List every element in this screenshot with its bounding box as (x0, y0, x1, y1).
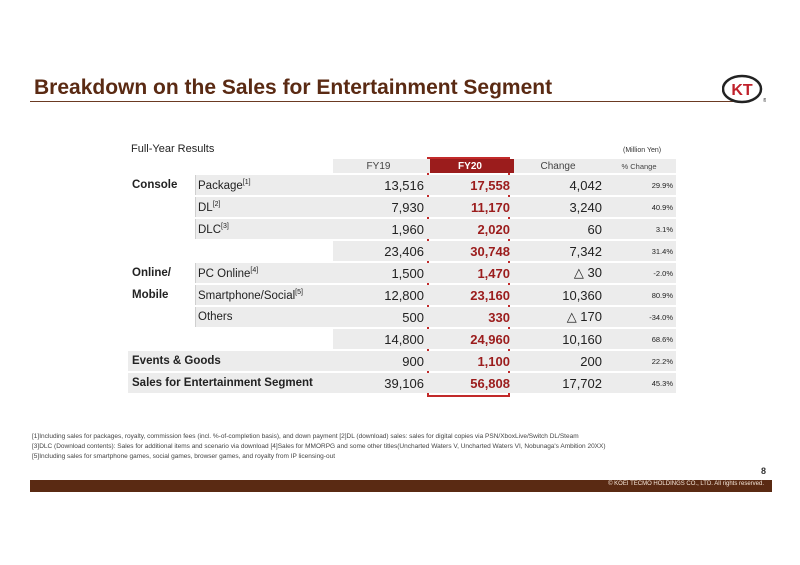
row-item: Others (195, 307, 333, 327)
value-fy19: 1,960 (333, 219, 430, 239)
unit-label: (Million Yen) (623, 147, 662, 154)
col-fy19: FY19 (333, 159, 430, 173)
table-row: Sales for Entertainment Segment 39,106 56,… (128, 373, 676, 393)
footer-bar: © KOEI TECMO HOLDINGS CO., LTD. All righ… (30, 480, 772, 492)
row-category (128, 307, 195, 327)
row-item (195, 241, 333, 261)
company-logo: KT ® (722, 74, 766, 104)
value-change: 10,360 (514, 285, 605, 305)
row-category: Online/ (132, 267, 171, 279)
row-category (128, 197, 195, 217)
title-underline (30, 101, 745, 102)
value-pct-change: 40.9% (605, 197, 676, 217)
value-change: 3,240 (514, 197, 605, 217)
value-fy20: 11,170 (430, 197, 514, 217)
value-change: 7,342 (514, 241, 605, 261)
table-row: Console Package[1] 13,516 17,558 4,042 29.9% (128, 175, 676, 195)
value-pct-change: 80.9% (605, 285, 676, 305)
col-change: Change (514, 159, 605, 173)
footnote-ref: [5] (295, 288, 303, 296)
value-fy19: 7,930 (333, 197, 430, 217)
value-fy20: 1,100 (430, 351, 514, 371)
value-fy20: 24,960 (430, 329, 514, 349)
footnote-ref: [2] (212, 200, 221, 208)
table-row: Events & Goods 900 1,100 200 22.2% (128, 351, 676, 371)
copyright: © KOEI TECMO HOLDINGS CO., LTD. All righ… (608, 481, 764, 487)
row-category (128, 329, 195, 349)
table-row: Online/PC Online[4] 1,500 1,470 △ 30 -2.0% (128, 263, 676, 283)
row-item: DLC[3] (195, 219, 333, 239)
sales-table: FY19 FY20 Change % Change Console Package… (128, 157, 676, 395)
row-category: Sales for Entertainment Segment (128, 373, 333, 393)
table-row: DLC[3] 1,960 2,020 60 3.1% (128, 219, 676, 239)
value-change: 4,042 (514, 175, 605, 195)
value-fy19: 900 (333, 351, 430, 371)
value-fy20: 17,558 (430, 175, 514, 195)
row-category (128, 241, 195, 261)
row-item: PC Online[4] (195, 263, 333, 283)
value-change: △ 170 (514, 307, 605, 327)
row-item-label: DLC (198, 223, 222, 236)
value-pct-change: 22.2% (605, 351, 676, 371)
value-fy20: 2,020 (430, 219, 514, 239)
value-change: △ 30 (514, 263, 605, 283)
col-fy20: FY20 (430, 159, 514, 173)
value-change: 60 (514, 219, 605, 239)
footnote-ref: [3] (221, 222, 229, 230)
logo-text: KT (731, 82, 753, 99)
value-fy19: 500 (333, 307, 430, 327)
row-item: Package[1] (195, 175, 333, 195)
value-change: 200 (514, 351, 605, 371)
page-title: Breakdown on the Sales for Entertainment… (34, 76, 553, 99)
page-number: 8 (761, 466, 767, 476)
table-row: DL[2] 7,930 11,170 3,240 40.9% (128, 197, 676, 217)
value-pct-change: 29.9% (605, 175, 676, 195)
row-category: Console (132, 179, 178, 191)
col-pct-change: % Change (605, 159, 676, 173)
footnote-ref: [4] (250, 266, 259, 274)
row-category (128, 219, 195, 239)
row-item (195, 329, 333, 349)
footnote-line: [3]DLC (Download contents): Sales for ad… (32, 443, 606, 450)
value-fy20: 56,808 (430, 373, 514, 393)
table-row: Others 500 330 △ 170 -34.0% (128, 307, 676, 327)
value-pct-change: 3.1% (605, 219, 676, 239)
value-fy19: 39,106 (333, 373, 430, 393)
value-fy19: 23,406 (333, 241, 430, 261)
svg-text:®: ® (763, 97, 766, 104)
footnote-line: [5]Including sales for smartphone games,… (32, 453, 335, 460)
value-fy20: 23,160 (430, 285, 514, 305)
value-fy19: 12,800 (333, 285, 430, 305)
value-change: 10,160 (514, 329, 605, 349)
value-fy20: 1,470 (430, 263, 514, 283)
value-fy19: 13,516 (333, 175, 430, 195)
footnote-ref: [1] (242, 178, 251, 186)
row-item-label: Smartphone/Social (198, 289, 296, 302)
value-pct-change: -34.0% (605, 307, 676, 327)
row-item-label: DL (198, 201, 213, 214)
value-fy20: 30,748 (430, 241, 514, 261)
value-fy19: 1,500 (333, 263, 430, 283)
footnotes: [1]Including sales for packages, royalty… (32, 432, 782, 462)
value-change: 17,702 (514, 373, 605, 393)
table-row: Mobile Smartphone/Social[5] 12,800 23,160 10… (128, 285, 676, 305)
row-item: DL[2] (195, 197, 333, 217)
table-header-row: FY19 FY20 Change % Change (128, 159, 676, 173)
row-item-label: PC Online (198, 267, 251, 280)
row-category: Events & Goods (128, 351, 333, 371)
row-item-label: Others (198, 311, 233, 323)
section-label: Full-Year Results (131, 143, 215, 155)
value-pct-change: -2.0% (605, 263, 676, 283)
row-category: Mobile (132, 289, 169, 301)
value-pct-change: 45.3% (605, 373, 676, 393)
footnote-line: [1]Including sales for packages, royalty… (32, 433, 579, 440)
value-pct-change: 68.6% (605, 329, 676, 349)
value-pct-change: 31.4% (605, 241, 676, 261)
value-fy20: 330 (430, 307, 514, 327)
value-fy19: 14,800 (333, 329, 430, 349)
table-row: 23,406 30,748 7,342 31.4% (128, 241, 676, 261)
row-item-label: Package (198, 179, 243, 192)
row-item: Smartphone/Social[5] (195, 285, 333, 305)
table-row: 14,800 24,960 10,160 68.6% (128, 329, 676, 349)
